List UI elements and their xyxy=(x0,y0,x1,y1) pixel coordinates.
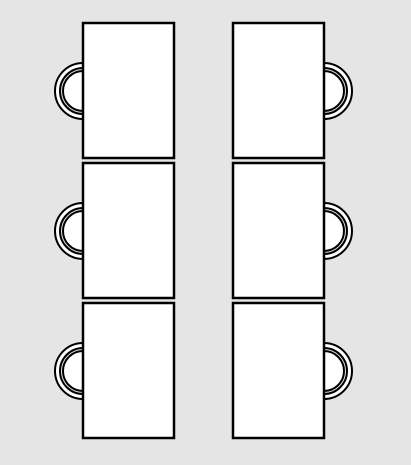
desk xyxy=(231,21,326,160)
workstation-left-1 xyxy=(54,21,176,160)
desk xyxy=(81,161,176,300)
chair-seat xyxy=(323,349,345,393)
desk xyxy=(81,301,176,440)
chair-seat xyxy=(62,209,84,253)
workstation-group xyxy=(54,21,353,440)
chair-seat xyxy=(62,69,84,113)
chair-seat xyxy=(323,69,345,113)
chair-seat xyxy=(323,209,345,253)
workstation-right-2 xyxy=(231,161,353,300)
workstation-left-2 xyxy=(54,161,176,300)
desk xyxy=(231,161,326,300)
workstation-left-3 xyxy=(54,301,176,440)
workstation-right-1 xyxy=(231,21,353,160)
workstation-right-3 xyxy=(231,301,353,440)
chair-seat xyxy=(62,349,84,393)
desk xyxy=(81,21,176,160)
desk xyxy=(231,301,326,440)
